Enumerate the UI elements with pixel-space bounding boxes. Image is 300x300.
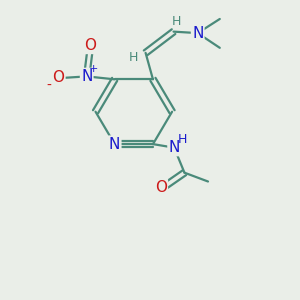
Text: N: N (109, 136, 120, 152)
Text: +: + (88, 64, 98, 74)
Text: O: O (155, 180, 167, 195)
Text: N: N (81, 69, 92, 84)
Text: N: N (192, 26, 203, 40)
Text: H: H (172, 15, 181, 28)
Text: H: H (129, 51, 139, 64)
Text: N: N (169, 140, 180, 155)
Text: O: O (84, 38, 96, 53)
Text: -: - (46, 79, 51, 93)
Text: O: O (52, 70, 64, 86)
Text: H: H (178, 133, 187, 146)
